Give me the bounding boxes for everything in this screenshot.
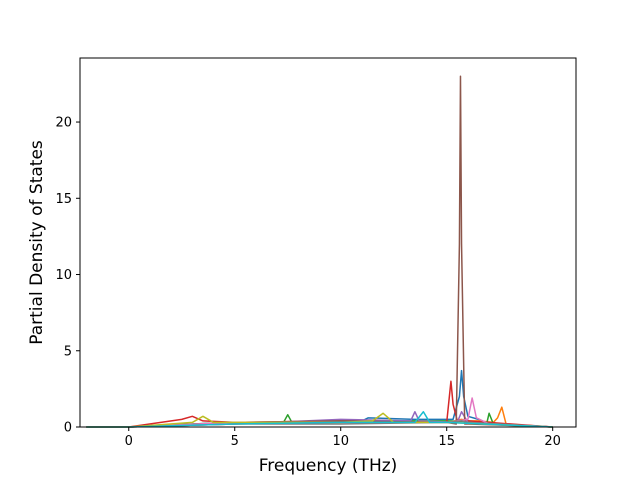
y-axis-ticks: 0 5 10 15 20: [55, 116, 80, 436]
x-tick-label: 10: [332, 434, 349, 449]
x-tick-label: 0: [125, 434, 133, 449]
y-tick-label: 20: [55, 116, 72, 131]
series-line-10: [86, 411, 553, 428]
x-axis-title: Frequency (THz): [259, 456, 398, 476]
y-tick-label: 5: [64, 344, 72, 359]
x-tick-label: 5: [231, 434, 239, 449]
y-tick-label: 15: [55, 192, 72, 207]
plot-frame: [79, 57, 577, 428]
series-layer: [86, 75, 553, 428]
y-tick-label: 10: [55, 268, 72, 283]
x-tick-label: 20: [544, 434, 561, 449]
x-tick-label: 15: [438, 434, 455, 449]
y-axis-title: Partial Density of States: [27, 140, 47, 345]
x-axis-ticks: 0 5 10 15 20: [125, 427, 561, 449]
y-tick-label: 0: [64, 421, 72, 436]
